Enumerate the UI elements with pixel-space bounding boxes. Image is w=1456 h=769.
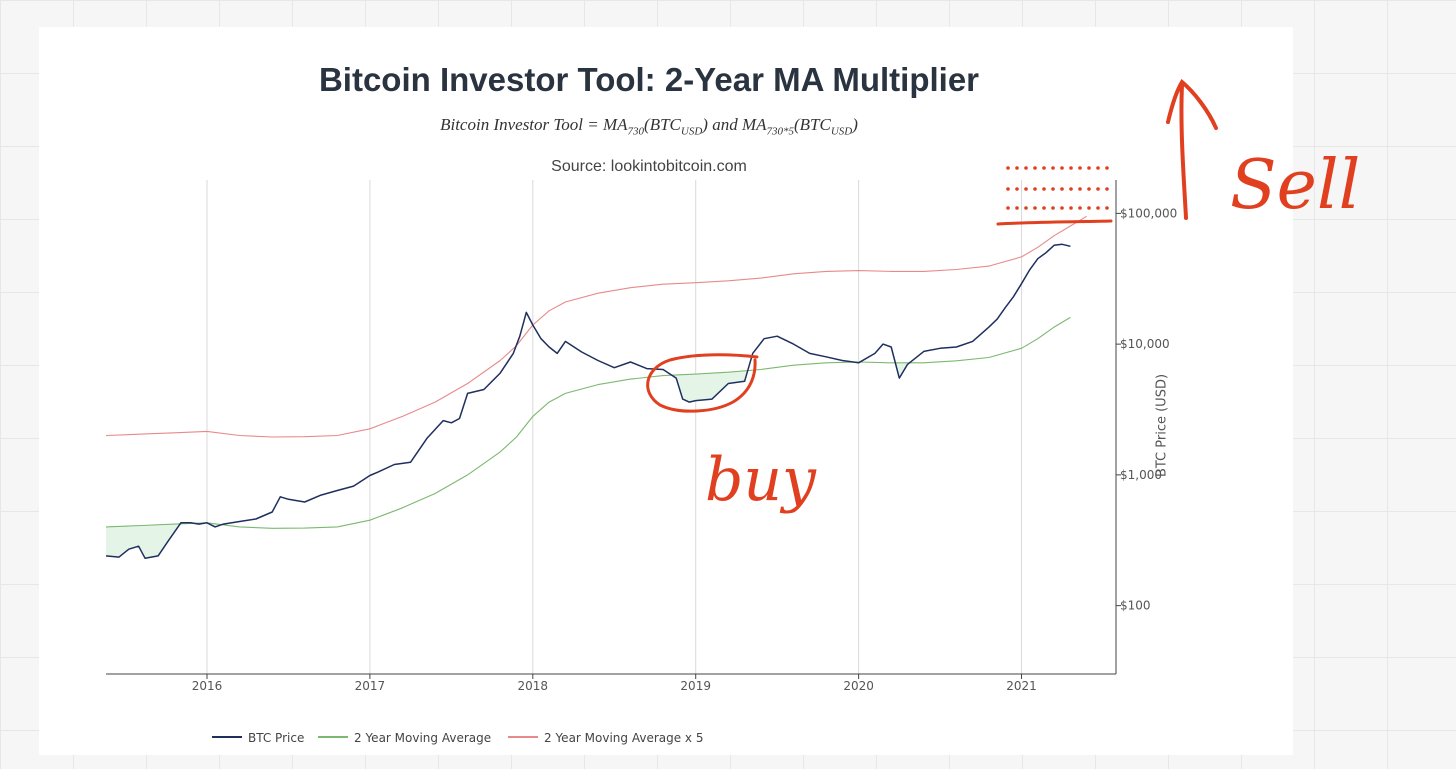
series-lines <box>105 215 1087 560</box>
legend-label: 2 Year Moving Average x 5 <box>544 731 703 745</box>
sell-dot <box>1078 206 1082 210</box>
y-tick-label: $100 <box>1120 599 1151 613</box>
x-tick-label: 2017 <box>355 679 386 693</box>
x-tick-label: 2021 <box>1006 679 1037 693</box>
x-tick-label: 2020 <box>843 679 874 693</box>
sell-dot <box>1069 166 1073 170</box>
btc-price-line <box>105 243 1071 560</box>
x-tick-label: 2019 <box>680 679 711 693</box>
sell-dot <box>1087 187 1091 191</box>
grid-lines <box>206 180 1023 674</box>
y-tick-label: $1,000 <box>1120 468 1162 482</box>
legend-label: 2 Year Moving Average <box>354 731 491 745</box>
y-tick-label: $100,000 <box>1120 206 1177 220</box>
chart-card: Bitcoin Investor Tool: 2-Year MA Multipl… <box>39 27 1293 755</box>
buy-circle <box>646 353 759 413</box>
y-tick-label: $10,000 <box>1120 337 1170 351</box>
sell-dot <box>1060 187 1064 191</box>
sell-dotted-lines <box>1006 166 1109 210</box>
sell-dot <box>1042 206 1046 210</box>
sell-dot <box>1024 187 1028 191</box>
ma-2yr-x5-line <box>105 215 1087 438</box>
sell-dot <box>1087 166 1091 170</box>
chart-source: Source: lookintobitcoin.com <box>551 158 747 175</box>
sell-dot <box>1033 206 1037 210</box>
sell-dot <box>1069 187 1073 191</box>
sell-dot <box>1087 206 1091 210</box>
sell-dot <box>1015 187 1019 191</box>
buy-annotation: buy <box>705 445 817 515</box>
sell-dot <box>1051 206 1055 210</box>
sell-dot <box>1015 206 1019 210</box>
chart-title: Bitcoin Investor Tool: 2-Year MA Multipl… <box>318 61 980 98</box>
sell-dot <box>1105 187 1109 191</box>
sell-dot <box>1051 166 1055 170</box>
sell-dot <box>1033 187 1037 191</box>
sell-arrow <box>1166 78 1218 220</box>
sell-dot <box>1078 166 1082 170</box>
sell-dot <box>1105 206 1109 210</box>
sell-dot <box>1006 206 1010 210</box>
sell-dot <box>1096 206 1100 210</box>
sell-dot <box>1096 187 1100 191</box>
sell-dot <box>1105 166 1109 170</box>
sell-dot <box>1024 206 1028 210</box>
sell-dot <box>1015 166 1019 170</box>
axes <box>106 180 1117 675</box>
legend: BTC Price 2 Year Moving Average 2 Year Mov… <box>212 731 703 745</box>
sell-dot <box>1006 166 1010 170</box>
x-ticks: 2016 2017 2018 2019 2020 2021 <box>192 674 1037 693</box>
annotations: buy Sell <box>646 78 1360 515</box>
sell-dot <box>1060 166 1064 170</box>
x-tick-label: 2016 <box>192 679 223 693</box>
sell-dot <box>1060 206 1064 210</box>
sell-dot <box>1051 187 1055 191</box>
chart-formula: Bitcoin Investor Tool = MA730(BTCUSD) an… <box>440 115 858 138</box>
legend-label: BTC Price <box>248 731 304 745</box>
y-ticks: $100 $1,000 $10,000 $100,000 <box>1116 206 1177 613</box>
sell-dot <box>1006 187 1010 191</box>
ma-2yr-line <box>105 316 1071 529</box>
sell-dot <box>1096 166 1100 170</box>
sell-annotation: Sell <box>1230 146 1360 225</box>
sell-underline <box>996 219 1113 226</box>
below-ma-shading <box>672 370 748 403</box>
sell-dot <box>1033 166 1037 170</box>
x-tick-label: 2018 <box>518 679 549 693</box>
sell-dot <box>1078 187 1082 191</box>
sell-dot <box>1042 166 1046 170</box>
sell-dot <box>1069 206 1073 210</box>
sell-dot <box>1024 166 1028 170</box>
sell-dot <box>1042 187 1046 191</box>
